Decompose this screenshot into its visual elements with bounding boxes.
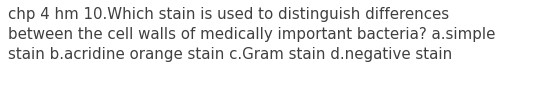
Text: chp 4 hm 10.Which stain is used to distinguish differences
between the cell wall: chp 4 hm 10.Which stain is used to disti… bbox=[8, 7, 496, 62]
